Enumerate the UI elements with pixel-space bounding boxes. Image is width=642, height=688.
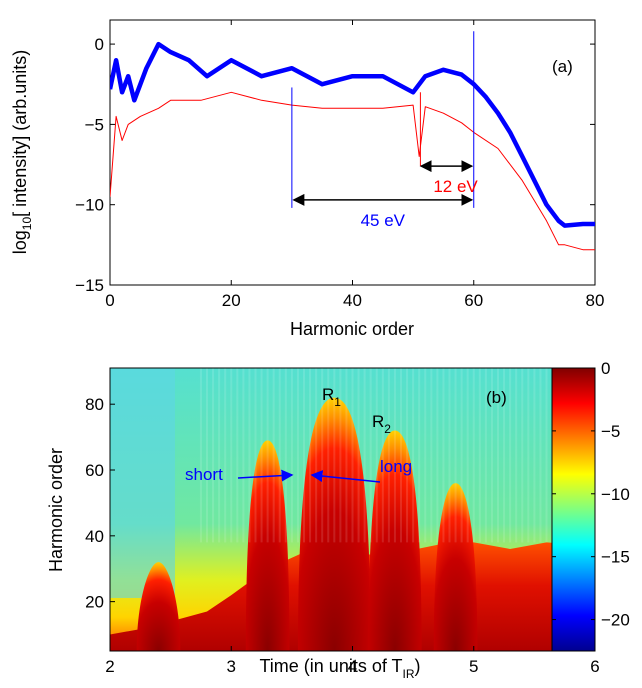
x-tick-label: 6 [590, 657, 599, 676]
colorbar-tick-label: −5 [601, 422, 620, 441]
x-tick-label: 3 [227, 657, 236, 676]
panel-b: 2 3 4 5 6 20 40 60 80 (b) R1 R2 short long Time … [46, 359, 630, 681]
arrow-long [310, 470, 381, 483]
y-tick-label: 20 [85, 593, 104, 612]
series-line-2 [110, 91, 595, 251]
x-tick-label: 4 [348, 657, 357, 676]
panel-a-ylabel: log10[ intensity] (arb.units) [10, 50, 34, 254]
x-tick-label: 20 [222, 291, 241, 310]
panel-a: 0 20 40 60 80 0 −5 −10 −15 45 eV 12 eV (a) Harmon… [10, 19, 605, 339]
panel-b-ylabel: Harmonic order [46, 448, 66, 572]
annotation-long: long [380, 457, 412, 476]
series-line-1 [110, 41, 595, 228]
panel-b-label: (b) [486, 388, 507, 407]
x-tick-label: 2 [105, 657, 114, 676]
y-tick-label: 80 [85, 395, 104, 414]
y-tick-label: 60 [85, 461, 104, 480]
y-tick-label: −15 [75, 276, 104, 295]
panel-b-xlabel: Time (in units of TIR) [259, 656, 420, 681]
y-tick-label: −10 [75, 196, 104, 215]
panel-a-label: (a) [552, 57, 573, 76]
x-tick-label: 40 [343, 291, 362, 310]
x-tick-label: 0 [105, 291, 114, 310]
heatmap-lobe [245, 440, 290, 651]
x-tick-label: 5 [469, 657, 478, 676]
peak-label-r1: R1 [322, 385, 341, 409]
heatmap-lobe [136, 562, 181, 651]
heatmap-lobe [433, 483, 478, 651]
y-tick-label: 0 [95, 35, 104, 54]
annotation-short: short [185, 465, 223, 484]
y-tick-label: 40 [85, 527, 104, 546]
x-tick-label: 80 [586, 291, 605, 310]
interval-label: 12 eV [433, 177, 478, 196]
colorbar-tick-label: −10 [601, 485, 630, 504]
colorbar-tick-label: −20 [601, 611, 630, 630]
colorbar-tick-label: 0 [601, 359, 610, 378]
heatmap-cold-band [110, 368, 175, 598]
x-tick-label: 60 [464, 291, 483, 310]
colorbar [551, 367, 596, 652]
interval-label: 45 eV [361, 211, 406, 230]
heatmap-lobe [368, 430, 422, 651]
panel-a-xlabel: Harmonic order [290, 319, 414, 339]
heatmap-lobe [297, 397, 371, 651]
arrow-short [237, 469, 294, 482]
peak-label-r2: R2 [372, 412, 391, 436]
colorbar-tick-label: −15 [601, 548, 630, 567]
y-tick-label: −5 [85, 115, 104, 134]
